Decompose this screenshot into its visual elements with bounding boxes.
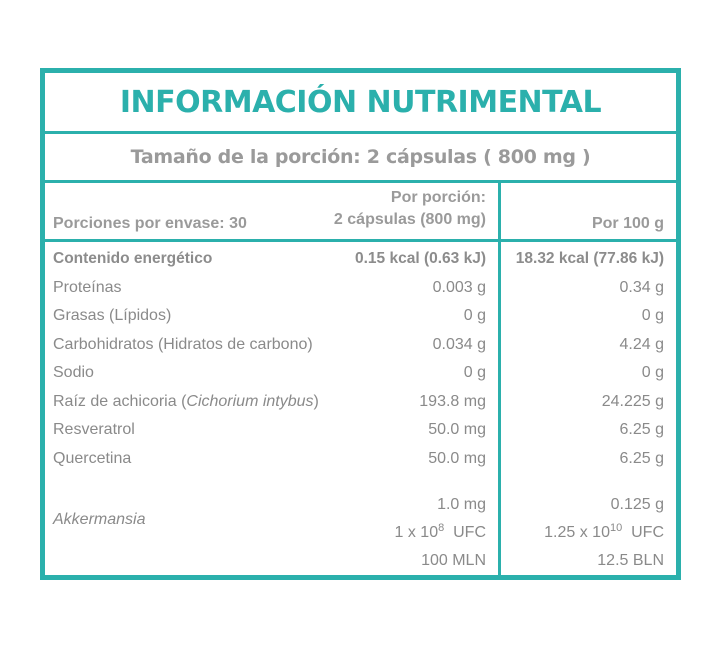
per-serving-header: Por porción: 2 cápsulas (800 mg): [334, 187, 486, 231]
servings-per-container: Porciones por envase: 30: [53, 215, 247, 232]
akkermansia-serving-mass: 1.0 mg: [437, 496, 486, 513]
per-100g-value: 0.34 g: [619, 278, 664, 296]
cfu-unit: UFC: [631, 524, 664, 541]
title-box: INFORMACIÓN NUTRIMENTAL: [45, 73, 676, 134]
nutrient-name: Grasas (Lípidos): [53, 307, 172, 324]
cfu-base: 1.25 x 10: [544, 524, 610, 541]
per-100g-value: 24.225 g: [601, 392, 664, 410]
table-row: Raíz de achicoria (Cichorium intybus) 19…: [45, 388, 676, 417]
table-row: Carbohidratos (Hidratos de carbono) 0.03…: [45, 331, 676, 360]
per-serving-value: 0.034 g: [432, 335, 486, 353]
per-100g-value: 6.25 g: [619, 421, 664, 438]
nutrient-name-suffix: ): [313, 392, 319, 410]
nutrient-name: Raíz de achicoria (Cichorium intybus): [53, 388, 319, 416]
cfu-exponent: 10: [609, 522, 623, 534]
akkermansia-serving-cfu: 1 x 108 UFC: [395, 519, 487, 547]
nutrition-panel: INFORMACIÓN NUTRIMENTAL Tamaño de la por…: [40, 68, 681, 580]
serving-size-box: Tamaño de la porción: 2 cápsulas ( 800 m…: [45, 134, 676, 183]
table-row: Grasas (Lípidos) 0 g 0 g: [45, 302, 676, 331]
per-100g-value: 0 g: [641, 307, 664, 324]
akkermansia-100g-mass: 0.125 g: [610, 496, 664, 513]
nutrient-name: Sodio: [53, 364, 94, 381]
nutrient-name-italic: Cichorium intybus: [186, 392, 314, 410]
nutrient-name: Contenido energético: [53, 250, 213, 267]
table-row: Resveratrol 50.0 mg 6.25 g: [45, 416, 676, 445]
table-row: Sodio 0 g 0 g: [45, 359, 676, 388]
per-serving-value: 0.003 g: [432, 278, 486, 296]
serving-size: Tamaño de la porción: 2 cápsulas ( 800 m…: [130, 146, 591, 168]
per-serving-value: 0 g: [463, 364, 486, 381]
per-serving-value: 0.15 kcal (0.63 kJ): [355, 250, 486, 267]
per-100g-value: 18.32 kcal (77.86 kJ): [515, 250, 664, 267]
akkermansia-per-100g: 0.125 g 1.25 x 1010 UFC 12.5 BLN: [544, 491, 664, 575]
cfu-unit: UFC: [453, 524, 486, 541]
akkermansia-per-serving: 1.0 mg 1 x 108 UFC 100 MLN: [395, 491, 487, 575]
akkermansia-100g-count: 12.5 BLN: [597, 552, 664, 569]
per-100g-value: 0 g: [641, 364, 664, 381]
per-serving-value: 50.0 mg: [428, 449, 486, 467]
nutrient-rows: Contenido energético 0.15 kcal (0.63 kJ)…: [45, 245, 676, 473]
nutrient-name: Carbohidratos (Hidratos de carbono): [53, 335, 313, 353]
cfu-exponent: 8: [438, 522, 445, 534]
table-row: Proteínas 0.003 g 0.34 g: [45, 274, 676, 303]
nutrient-name: Quercetina: [53, 449, 132, 467]
table-row: Contenido energético 0.15 kcal (0.63 kJ)…: [45, 245, 676, 274]
cfu-base: 1 x 10: [394, 524, 439, 541]
column-header-row: Porciones por envase: 30 Por porción: 2 …: [45, 183, 676, 242]
panel-title: INFORMACIÓN NUTRIMENTAL: [119, 84, 602, 120]
per-100g-value: 4.24 g: [619, 335, 664, 353]
nutrient-name-prefix: Raíz de achicoria (: [53, 392, 187, 410]
column-divider: [498, 183, 501, 580]
per-serving-value: 50.0 mg: [428, 421, 486, 438]
per-serving-header-line1: Por porción:: [390, 189, 486, 206]
per-100g-header: Por 100 g: [591, 215, 664, 232]
per-serving-value: 193.8 mg: [419, 392, 486, 410]
per-serving-value: 0 g: [463, 307, 486, 324]
per-serving-header-line2: 2 cápsulas (800 mg): [333, 211, 486, 228]
akkermansia-name: Akkermansia: [53, 511, 146, 528]
nutrient-name: Proteínas: [53, 278, 122, 296]
akkermansia-row: Akkermansia 1.0 mg 1 x 108 UFC 100 MLN 0…: [45, 487, 676, 577]
nutrient-name: Resveratrol: [53, 421, 135, 438]
akkermansia-serving-count: 100 MLN: [421, 552, 486, 569]
table-row: Quercetina 50.0 mg 6.25 g: [45, 445, 676, 474]
akkermansia-100g-cfu: 1.25 x 1010 UFC: [544, 519, 664, 547]
per-100g-value: 6.25 g: [619, 449, 664, 467]
